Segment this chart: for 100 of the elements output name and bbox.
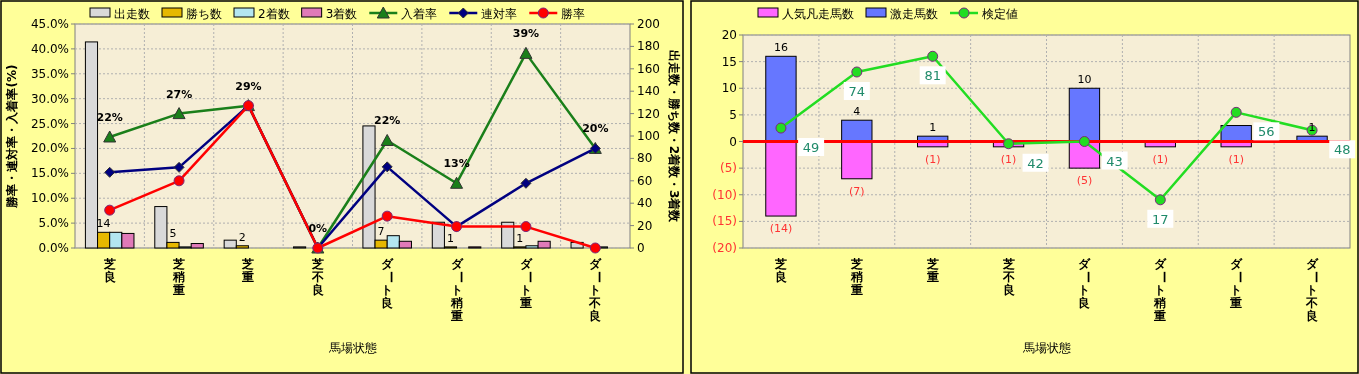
x-tick-label: 芝良 (773, 257, 787, 284)
point (173, 175, 185, 187)
y-tick-label: (20) (712, 241, 737, 255)
y2-tick-label: 160 (637, 61, 660, 76)
point (520, 221, 532, 233)
y-tick-label: 30.0% (30, 91, 69, 106)
data-label: (7) (849, 184, 865, 198)
point (1154, 194, 1166, 206)
data-label: 16 (773, 41, 788, 55)
data-label: 81 (924, 68, 941, 84)
y-tick-label: 5.0% (38, 216, 69, 231)
point (851, 66, 863, 78)
data-label: 1 (446, 231, 454, 245)
y2-tick-label: 140 (637, 84, 660, 99)
point (1230, 106, 1242, 118)
bar (765, 141, 797, 217)
bar (841, 141, 873, 180)
x-tick-label: ダート稍重 (1153, 257, 1172, 323)
point (172, 107, 186, 120)
x-tick-label: 芝良 (102, 257, 116, 284)
data-label: 20% (582, 122, 609, 136)
y-tick-label: 40.0% (30, 41, 69, 56)
legend-label: 激走馬数 (890, 7, 938, 21)
y-tick-label: (15) (712, 214, 737, 229)
y-tick-label: 20 (721, 28, 737, 42)
y2-tick-label: 20 (637, 218, 653, 233)
legend-label: 2着数 (258, 7, 290, 21)
data-label: (1) (1152, 152, 1169, 166)
data-label: 4 (853, 105, 861, 119)
data-label: (1) (1228, 152, 1244, 166)
y-tick-label: (10) (712, 187, 737, 202)
legend-label: 入着率 (401, 7, 438, 21)
data-label: 7 (377, 225, 385, 239)
y-tick-label: 10 (721, 81, 737, 96)
data-label: 10 (1077, 73, 1092, 87)
point (1003, 138, 1015, 150)
y-tick-label: 10.0% (30, 191, 69, 206)
y2-tick-label: 80 (637, 151, 653, 166)
y-tick-label: 5 (729, 107, 737, 122)
x-tick-label: 芝重 (925, 257, 939, 284)
data-label: 27% (165, 87, 193, 101)
y2-tick-label: 0 (637, 241, 645, 255)
x-tick-label: ダート重 (1229, 257, 1248, 310)
y2-tick-label: 60 (637, 173, 653, 188)
point (104, 204, 116, 216)
point (381, 161, 393, 173)
point (103, 130, 117, 143)
y2-tick-label: 120 (637, 106, 660, 121)
x-tick-label: 芝不良 (310, 257, 324, 297)
data-label: 22% (374, 114, 401, 128)
data-label: (5) (1076, 174, 1093, 188)
point (450, 176, 464, 189)
y2-axis-title: 出走数・勝ち数・2着数・3着数 (667, 49, 681, 224)
y-tick-label: 20.0% (30, 141, 69, 156)
bar (841, 119, 873, 142)
x-tick-label: ダート良 (381, 257, 399, 310)
data-label: 39% (512, 27, 540, 41)
x-axis-title: 馬場状態 (1021, 341, 1071, 355)
x-tick-label: ダート不良 (588, 257, 607, 323)
x-tick-label: ダート稍重 (449, 257, 468, 323)
legend-label: 検定値 (982, 7, 1018, 21)
legend-label: 3着数 (325, 7, 358, 21)
legend-label: 出走数 (114, 7, 150, 21)
data-label: (14) (769, 222, 793, 236)
data-label: 49 (802, 140, 820, 156)
point (1078, 136, 1090, 147)
bar (1068, 87, 1101, 142)
x-tick-label: 芝稍重 (172, 257, 186, 297)
point (589, 242, 601, 254)
y-tick-label: 0.0% (38, 241, 69, 255)
legend-label: 連対率 (481, 7, 518, 21)
point (381, 210, 393, 222)
y-tick-label: 15 (721, 54, 737, 69)
data-label: 2 (238, 230, 246, 244)
y2-tick-label: 100 (637, 129, 660, 143)
data-label: (1) (1000, 152, 1017, 166)
data-label: 0% (308, 222, 328, 235)
y-tick-label: 25.0% (30, 116, 69, 131)
x-tick-label: ダート良 (1078, 257, 1096, 310)
y-tick-label: 15.0% (30, 166, 69, 181)
y-tick-label: 45.0% (30, 17, 69, 31)
y2-tick-label: 200 (637, 17, 660, 31)
point (519, 46, 533, 59)
data-label: 42 (1027, 155, 1044, 171)
data-label: 74 (848, 83, 866, 99)
x-tick-label: ダート重 (518, 257, 537, 310)
data-label: (1) (924, 152, 941, 166)
y-tick-label: 35.0% (30, 66, 69, 81)
bar (765, 55, 797, 142)
data-label: 17 (1152, 211, 1169, 227)
data-label: 1 (929, 121, 937, 135)
data-label: 43 (1106, 153, 1123, 169)
x-tick-label: 芝稍重 (849, 257, 863, 297)
legend-label: 人気凡走馬数 (782, 7, 854, 21)
x-tick-label: 芝不良 (1001, 257, 1015, 297)
data-label: 48 (1333, 142, 1351, 158)
data-label: 5 (169, 227, 177, 241)
x-tick-label: ダート不良 (1305, 257, 1324, 323)
data-label: 1 (516, 231, 524, 245)
point (104, 166, 116, 178)
